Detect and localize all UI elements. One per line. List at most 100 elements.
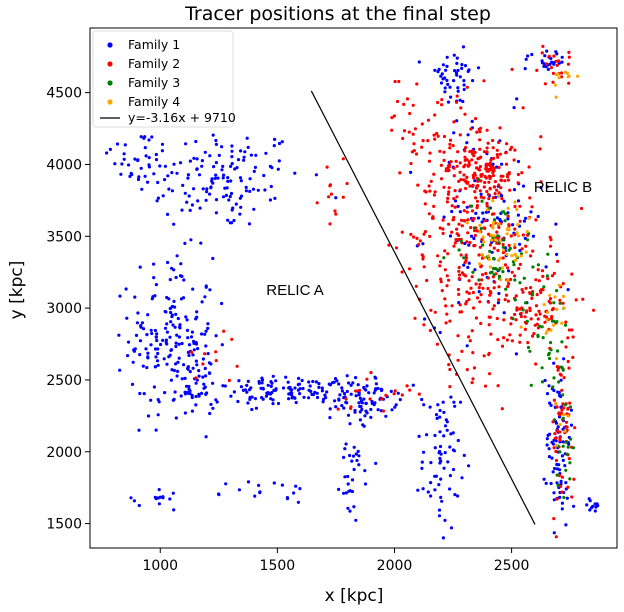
- data-point: [407, 267, 412, 271]
- data-point: [467, 464, 471, 468]
- data-point: [353, 408, 357, 413]
- data-point: [348, 509, 352, 513]
- data-point: [489, 332, 493, 336]
- data-point: [195, 315, 199, 319]
- data-point: [320, 386, 324, 390]
- data-point: [464, 256, 468, 260]
- data-point: [441, 536, 445, 540]
- data-point: [443, 451, 447, 455]
- data-point: [555, 320, 559, 324]
- data-point: [487, 180, 491, 184]
- data-point: [476, 177, 480, 181]
- data-point: [268, 198, 272, 202]
- data-point: [280, 140, 284, 144]
- data-point: [496, 234, 500, 238]
- data-point: [445, 312, 449, 316]
- data-point: [445, 78, 449, 82]
- data-point: [466, 69, 470, 73]
- data-point: [243, 388, 247, 392]
- data-point: [497, 222, 501, 226]
- data-point: [570, 495, 574, 499]
- data-point: [544, 65, 548, 69]
- data-point: [237, 379, 241, 383]
- data-point: [176, 369, 180, 373]
- data-point: [238, 196, 242, 200]
- x-tick-label: 2500: [494, 558, 530, 574]
- data-point: [136, 311, 140, 315]
- data-point: [192, 348, 196, 352]
- data-point: [485, 146, 489, 150]
- data-point: [320, 389, 324, 393]
- data-point: [503, 219, 507, 223]
- data-point: [358, 418, 362, 422]
- data-point: [256, 188, 260, 192]
- data-point: [551, 470, 555, 474]
- data-point: [452, 197, 456, 201]
- data-point: [483, 180, 487, 185]
- data-point: [470, 329, 474, 333]
- data-point: [131, 360, 135, 364]
- data-point: [448, 85, 452, 89]
- data-point: [557, 390, 561, 395]
- data-point: [538, 324, 542, 328]
- data-point: [250, 395, 254, 399]
- data-point: [199, 241, 203, 245]
- data-point: [420, 466, 424, 470]
- data-point: [518, 219, 522, 223]
- data-point: [504, 293, 509, 297]
- data-point: [567, 366, 571, 370]
- data-point: [545, 392, 550, 396]
- data-point: [540, 51, 544, 55]
- data-point: [183, 191, 187, 195]
- data-point: [442, 134, 447, 139]
- data-point: [555, 405, 559, 409]
- data-point: [203, 385, 207, 389]
- data-point: [474, 211, 478, 215]
- data-point: [438, 461, 442, 465]
- data-point: [545, 274, 550, 278]
- data-point: [246, 480, 251, 484]
- data-point: [165, 322, 169, 326]
- data-point: [328, 222, 332, 226]
- data-point: [214, 334, 218, 338]
- data-point: [550, 456, 554, 460]
- data-point: [518, 333, 522, 337]
- data-point: [204, 344, 208, 348]
- data-point: [390, 116, 394, 120]
- data-point: [325, 390, 329, 394]
- data-point: [507, 228, 511, 232]
- data-point: [485, 189, 489, 194]
- data-point: [466, 265, 470, 269]
- data-point: [346, 474, 350, 479]
- data-point: [534, 218, 538, 222]
- data-point: [475, 296, 480, 300]
- data-point: [462, 263, 466, 267]
- data-point: [562, 413, 566, 417]
- data-point: [214, 198, 219, 202]
- data-point: [170, 171, 174, 175]
- data-point: [467, 279, 471, 283]
- annotation-relic-b: RELIC B: [534, 179, 592, 196]
- data-point: [197, 369, 201, 373]
- data-point: [490, 238, 494, 242]
- data-point: [496, 338, 500, 342]
- data-point: [478, 189, 482, 193]
- data-point: [422, 403, 426, 407]
- data-point: [417, 434, 421, 438]
- data-point: [197, 392, 201, 396]
- data-point: [448, 367, 452, 372]
- data-point: [504, 287, 508, 291]
- data-point: [187, 343, 192, 347]
- data-point: [446, 100, 451, 104]
- data-point: [500, 197, 504, 201]
- data-point: [239, 385, 243, 389]
- data-point: [549, 348, 553, 352]
- data-point: [547, 54, 551, 58]
- data-point: [287, 397, 291, 401]
- data-point: [567, 55, 571, 59]
- data-point: [325, 165, 329, 169]
- data-point: [216, 176, 220, 180]
- data-point: [437, 514, 442, 518]
- data-point: [530, 296, 534, 300]
- data-point: [456, 89, 460, 93]
